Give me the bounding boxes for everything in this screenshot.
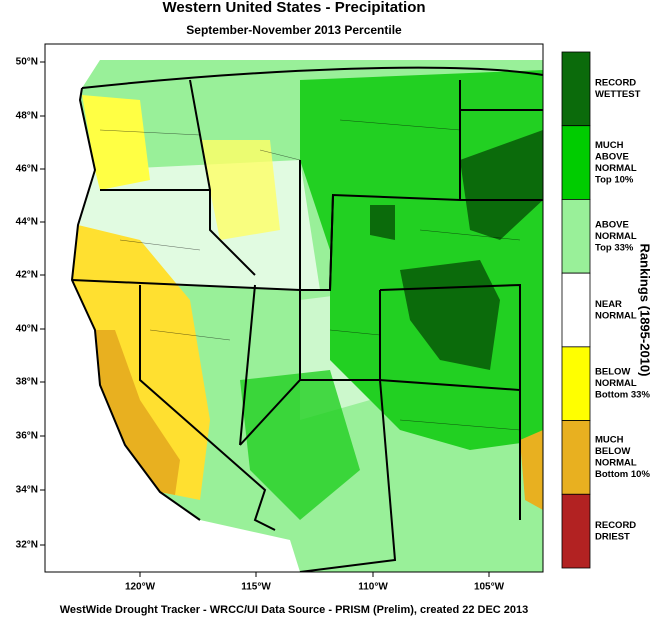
lat-label: 36°N xyxy=(16,431,38,442)
legend-swatch xyxy=(561,493,591,569)
lon-label: 105°W xyxy=(474,582,505,593)
legend-label: DRIEST xyxy=(595,531,630,542)
legend-label: NORMAL xyxy=(595,378,637,389)
footer: WestWide Drought Tracker - WRCC/UI Data … xyxy=(60,604,529,616)
legend-label: Bottom 33% xyxy=(595,390,650,401)
lat-label: 50°N xyxy=(16,57,38,68)
legend-label: RECORD xyxy=(595,520,636,531)
legend-label: NEAR xyxy=(595,299,622,310)
legend-label: NORMAL xyxy=(595,231,637,242)
legend-label: WETTEST xyxy=(595,89,641,100)
legend-label: ABOVE xyxy=(595,151,629,162)
legend-swatch xyxy=(561,420,591,495)
lat-label: 42°N xyxy=(16,270,38,281)
legend-label: MUCH xyxy=(595,140,624,151)
lat-label: 48°N xyxy=(16,111,38,122)
legend-label: NORMAL xyxy=(595,458,637,469)
legend-label: BELOW xyxy=(595,367,630,378)
lat-label: 32°N xyxy=(16,540,38,551)
lon-label: 120°W xyxy=(125,582,156,593)
legend-title: Rankings (1895-2010) xyxy=(638,244,653,377)
legend-swatch xyxy=(561,346,591,421)
legend-label: Bottom 10% xyxy=(595,469,650,480)
legend-label: BELOW xyxy=(595,446,630,457)
legend-swatch xyxy=(561,51,591,127)
lat-label: 44°N xyxy=(16,217,38,228)
lat-label: 40°N xyxy=(16,324,38,335)
legend-label: MUCH xyxy=(595,435,624,446)
lon-label: 115°W xyxy=(241,582,271,593)
legend-swatch xyxy=(561,199,591,274)
lat-label: 46°N xyxy=(16,164,38,175)
legend-label: Top 33% xyxy=(595,242,634,253)
legend-swatch xyxy=(561,272,591,348)
legend-label: RECORD xyxy=(595,78,636,89)
legend-label: NORMAL xyxy=(595,163,637,174)
legend-label: Top 10% xyxy=(595,174,634,185)
map: 50°N 48°N 46°N 44°N 42°N 40°N 38°N 36°N 34°N 32°N… xyxy=(16,43,544,593)
lon-label: 110°W xyxy=(358,582,388,593)
subtitle: September-November 2013 Percentile xyxy=(186,23,402,37)
title: Western United States - Precipitation xyxy=(162,0,425,16)
lat-label: 34°N xyxy=(16,485,38,496)
legend-label: NORMAL xyxy=(595,310,637,321)
legend-swatch xyxy=(561,125,591,200)
lat-label: 38°N xyxy=(16,377,38,388)
legend-label: ABOVE xyxy=(595,219,629,230)
